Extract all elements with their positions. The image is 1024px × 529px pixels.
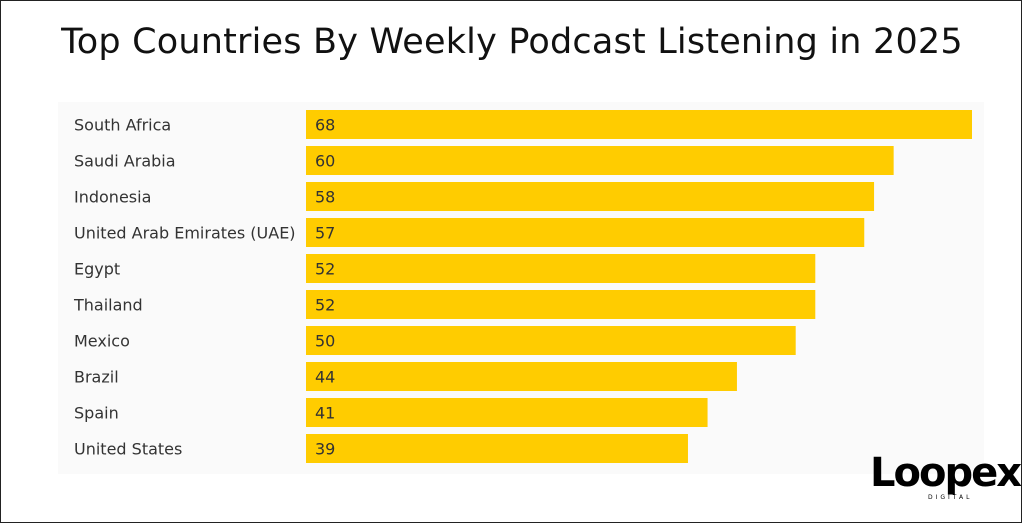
category-label: Egypt	[74, 260, 120, 279]
bar	[306, 110, 972, 139]
bar-chart: South Africa 68 Saudi Arabia 60 Indonesia 58 U…	[73, 110, 972, 463]
value-label: 44	[315, 368, 335, 387]
logo-wordmark: Loopex	[870, 450, 1022, 496]
bar	[306, 290, 816, 319]
bar	[306, 254, 816, 283]
chart-title: Top Countries By Weekly Podcast Listenin…	[61, 22, 963, 62]
bar	[306, 218, 865, 247]
category-label: Mexico	[74, 332, 130, 351]
value-label: 58	[315, 188, 335, 207]
bar	[306, 434, 688, 463]
value-label: 50	[315, 332, 335, 351]
category-label: United States	[74, 440, 182, 459]
value-label: 60	[315, 152, 335, 171]
bar	[306, 326, 796, 355]
category-label: Spain	[74, 404, 119, 423]
value-label: 57	[315, 224, 335, 243]
bar	[306, 362, 737, 391]
value-label: 68	[315, 116, 335, 135]
loopex-logo: Loopex DIGITAL	[866, 450, 1022, 510]
logo-subtext: DIGITAL	[928, 494, 973, 501]
value-label: 52	[315, 296, 335, 315]
category-label: South Africa	[74, 116, 171, 135]
bar	[306, 182, 875, 211]
category-label: Saudi Arabia	[74, 152, 176, 171]
category-label: United Arab Emirates (UAE)	[74, 224, 296, 243]
bar	[306, 398, 708, 427]
category-label: Brazil	[74, 368, 119, 387]
category-label: Thailand	[73, 296, 143, 315]
plot-area: South Africa 68 Saudi Arabia 60 Indonesia 58 U…	[58, 102, 984, 474]
category-label: Indonesia	[74, 188, 151, 207]
bar	[306, 146, 894, 175]
value-label: 39	[315, 440, 335, 459]
value-label: 41	[315, 404, 335, 423]
value-label: 52	[315, 260, 335, 279]
